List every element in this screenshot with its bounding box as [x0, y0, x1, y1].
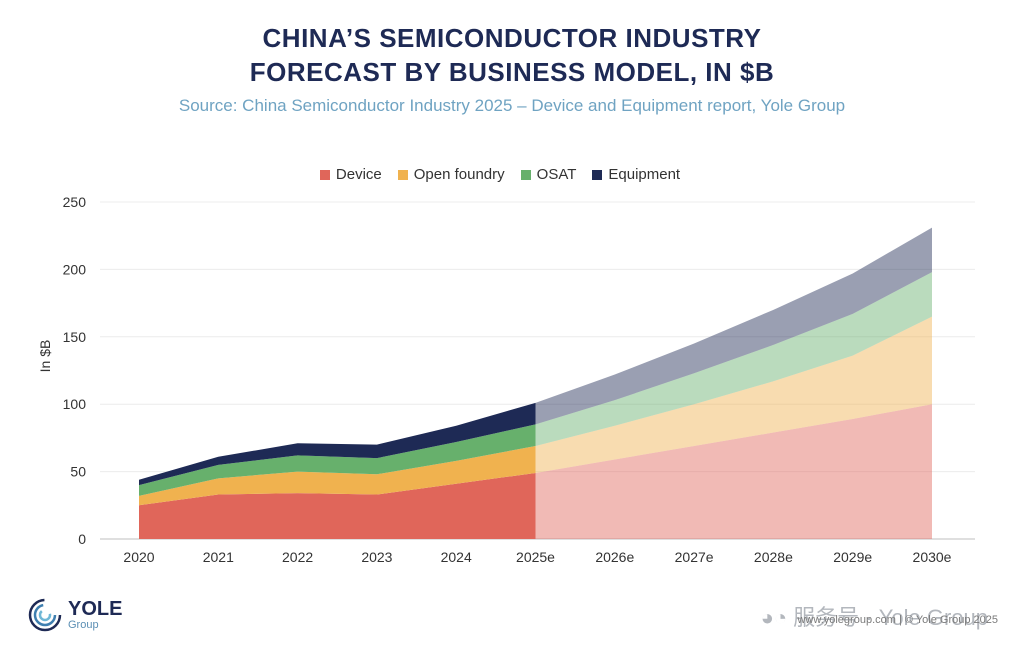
watermark: ◕◔ 服务号 · Yole Group — [761, 600, 988, 632]
area-osat-forecast — [535, 272, 932, 446]
area-equipment-forecast — [535, 227, 932, 425]
area-osat-actual — [139, 424, 536, 496]
legend-label-open-foundry: Open foundry — [413, 166, 505, 183]
y-tick-label: 100 — [63, 396, 87, 412]
watermark-text: 服务号 · Yole Group — [793, 605, 988, 630]
legend-label-osat: OSAT — [536, 166, 577, 183]
legend-item-open-foundry: Open foundry — [397, 166, 505, 183]
chart-title-line-1: CHINA’S SEMICONDUCTOR INDUSTRY — [262, 23, 762, 53]
area-device-actual — [139, 472, 536, 539]
x-tick-label: 2029e — [833, 549, 872, 565]
legend-swatch-device — [319, 169, 330, 180]
chart-legend: Device Open foundry OSAT Equipment — [0, 166, 1000, 183]
legend-item-equipment: Equipment — [592, 166, 680, 183]
legend-swatch-open-foundry — [397, 169, 408, 180]
y-tick-label: 150 — [63, 329, 87, 345]
area-open-foundry-actual — [139, 445, 536, 506]
x-tick-label: 2025e — [516, 549, 555, 565]
x-tick-label: 2023 — [361, 549, 392, 565]
x-tick-label: 2026e — [595, 549, 634, 565]
y-tick-label: 0 — [78, 531, 86, 547]
legend-swatch-equipment — [592, 169, 603, 180]
legend-item-osat: OSAT — [520, 166, 577, 183]
logo-name: YOLE — [68, 598, 123, 620]
wechat-icon: ◕◔ — [760, 605, 788, 630]
yole-logo: YOLE Group — [28, 598, 122, 632]
y-tick-label: 50 — [70, 464, 86, 480]
y-tick-label: 200 — [63, 261, 87, 277]
x-tick-label: 2028e — [754, 549, 793, 565]
y-tick-label: 250 — [63, 194, 87, 210]
legend-label-equipment: Equipment — [608, 166, 681, 183]
area-device-forecast — [535, 404, 932, 539]
x-tick-label: 2022 — [282, 549, 313, 565]
y-axis-label: In $B — [37, 340, 53, 373]
chart-title-line-2: FORECAST BY BUSINESS MODEL, IN $B — [249, 57, 775, 87]
x-tick-label: 2020 — [123, 549, 154, 565]
x-tick-label: 2021 — [203, 549, 234, 565]
logo-sub: Group — [68, 619, 99, 631]
legend-item-device: Device — [319, 166, 382, 183]
area-equipment-actual — [139, 402, 536, 486]
legend-label-device: Device — [335, 166, 382, 183]
x-tick-label: 2024 — [441, 549, 472, 565]
legend-swatch-osat — [520, 169, 531, 180]
area-open-foundry-forecast — [535, 316, 932, 473]
yole-logo-icon — [28, 598, 62, 632]
x-tick-label: 2027e — [675, 549, 714, 565]
x-tick-label: 2030e — [913, 549, 952, 565]
footer-credit: www.yolegroup.com | © Yole Group 2025 — [797, 614, 998, 626]
chart-subtitle: Source: China Semiconductor Industry 202… — [178, 96, 846, 115]
